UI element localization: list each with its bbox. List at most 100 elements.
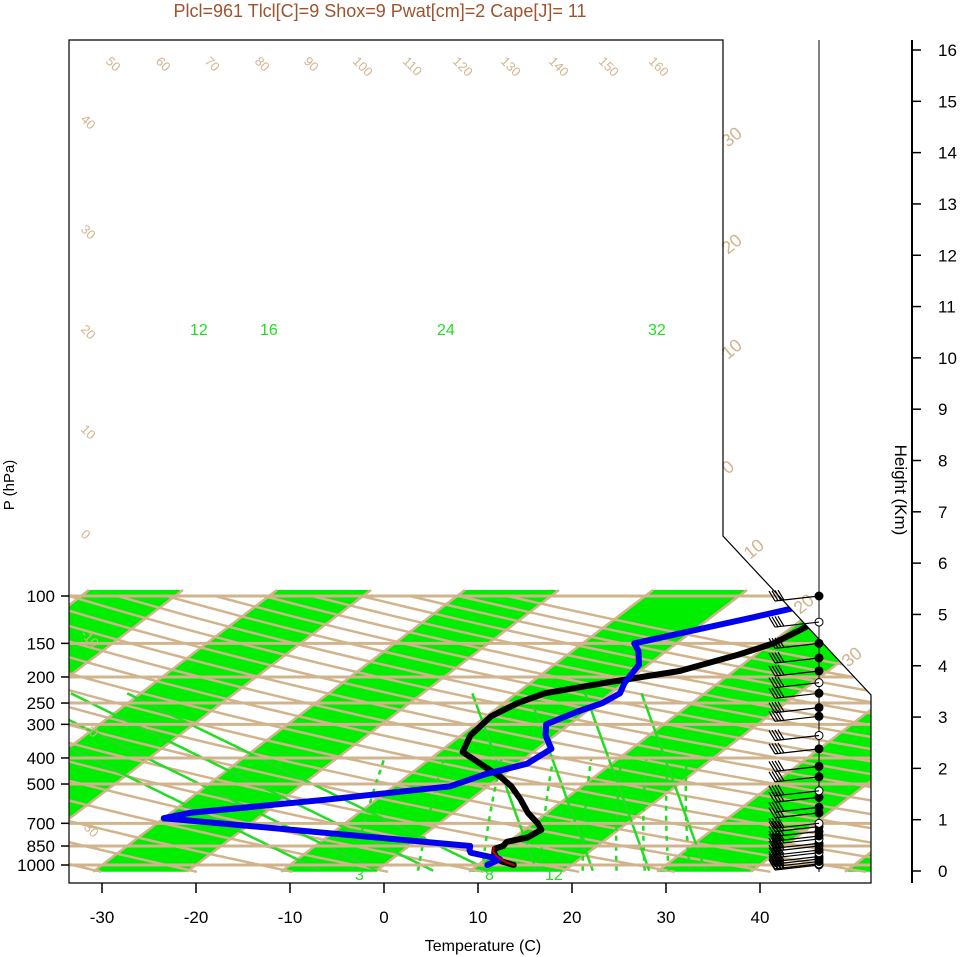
isotherm-label: 120 (450, 54, 476, 80)
wind-barb-feather (768, 853, 776, 865)
wind-barb-shaft (774, 595, 820, 602)
height-tick-label: 4 (938, 657, 947, 676)
pressure-tick-label: 200 (27, 668, 55, 687)
wind-barb-feather (777, 664, 785, 676)
height-tick-label: 8 (938, 452, 947, 471)
height-tick-label: 2 (938, 759, 947, 778)
dry-adiabat (0, 596, 6, 872)
wind-barb-feather (774, 652, 782, 663)
wind-barbs (768, 40, 824, 872)
mixing-ratio-line (416, 757, 446, 871)
isotherm-label: 30 (78, 222, 99, 243)
isotherm-label: 110 (400, 54, 425, 79)
wind-barb-feather (771, 702, 779, 713)
temperature-tick-label: 40 (751, 908, 770, 927)
wind-barb-feather (774, 820, 782, 832)
moist-adiabat (583, 692, 651, 872)
wind-barb-shaft (774, 864, 820, 871)
wind-barb-feather (774, 742, 782, 754)
wind-barb-shaft (774, 682, 820, 689)
isotherm-label: 70 (202, 54, 223, 75)
wind-barb-feather (768, 730, 776, 741)
height-tick-label: 14 (938, 144, 957, 163)
adiabat-label: 30 (838, 643, 866, 671)
mixing-ratio-label: 16 (260, 322, 278, 339)
wind-barb-feather (768, 801, 776, 813)
wind-barb-shaft (774, 765, 820, 772)
pressure-tick-label: 250 (27, 694, 55, 713)
isotherm-label: 40 (78, 112, 99, 133)
dry-adiabat (69, 594, 484, 874)
wind-barb-feather (777, 615, 785, 627)
isotherm-label: 130 (498, 54, 524, 80)
wind-barb-feather (771, 743, 779, 754)
wind-barb-feather (768, 837, 776, 849)
mixing-ratio-label: 12 (190, 322, 208, 339)
wind-barb-feather (774, 833, 782, 844)
moist-adiabat (640, 692, 707, 872)
wind-barb-shaft (774, 776, 820, 783)
wind-barb-feather (777, 843, 785, 855)
wind-barb-feather (768, 826, 776, 837)
pressure-tick-label: 300 (27, 715, 55, 734)
height-tick-label: 13 (938, 195, 957, 214)
wind-barb-feather (768, 847, 776, 858)
temperature-tick-label: 30 (657, 908, 676, 927)
moist-adiabat (126, 692, 491, 872)
mixing-ratio-label: 8 (485, 867, 494, 884)
height-tick-label: 3 (938, 708, 947, 727)
wind-barb-shaft (774, 748, 820, 755)
temperature-tick-label: -30 (90, 908, 115, 927)
isotherm-label: 100 (350, 54, 376, 80)
isotherm-line (92, 589, 466, 873)
wind-barb-feather (771, 637, 779, 649)
wind-barb-feather (777, 784, 785, 796)
wind-barb-feather (768, 638, 776, 649)
wind-barb-shaft (774, 858, 820, 865)
wind-barb-feather (771, 665, 779, 676)
isotherm-line (69, 589, 184, 873)
isotherm-label: 60 (153, 54, 174, 75)
wind-barb-shaft (774, 830, 820, 837)
wind-barb-feather (771, 801, 779, 813)
wind-barb-feather (768, 687, 776, 699)
temperature-tick-label: -10 (278, 908, 303, 927)
wind-barb-feather (774, 760, 782, 772)
wind-barb-feather (768, 791, 776, 803)
wind-barb-feather (771, 817, 779, 829)
wind-barb-shaft (774, 835, 820, 842)
isotherm-label: 150 (596, 54, 622, 80)
wind-barb-feather (774, 801, 782, 812)
wind-barb-shaft (774, 852, 820, 859)
wind-barb-shaft (774, 670, 820, 677)
wind-barb-feather (768, 821, 776, 832)
wind-barb-feather (768, 859, 776, 871)
wind-barb-feather (768, 743, 776, 755)
wind-barb-feather (771, 652, 779, 663)
wind-barb-feather (771, 590, 779, 602)
wind-barb-feather (771, 677, 779, 688)
wind-barb-feather (771, 833, 779, 844)
wind-barb-feather (774, 770, 782, 782)
wind-barb-feather (768, 761, 776, 772)
wind-barb-feather (768, 830, 776, 842)
dry-adiabat (69, 594, 871, 874)
wind-barb-shaft (774, 734, 820, 742)
pressure-tick-label: 400 (27, 749, 55, 768)
wind-barb-feather (768, 710, 776, 722)
temperature-tick-label: 10 (469, 908, 488, 927)
adiabat-label: 20 (718, 230, 746, 258)
wind-barb-shaft (774, 849, 820, 856)
wind-barb-feather (774, 665, 782, 676)
wind-barb-feather (774, 784, 782, 796)
wind-barb-shaft (774, 657, 820, 664)
wind-barb-feather (777, 687, 785, 698)
isotherm-label: 0 (78, 527, 94, 543)
wind-barb-feather (777, 820, 785, 832)
wind-barb-feather (768, 840, 776, 852)
isotherm-label: 20 (78, 322, 99, 343)
chart-title: Plcl=961 Tlcl[C]=9 Shox=9 Pwat[cm]=2 Cap… (173, 1, 586, 21)
wind-barb-feather (774, 844, 782, 855)
series-dewpoint-line (160, 593, 851, 868)
